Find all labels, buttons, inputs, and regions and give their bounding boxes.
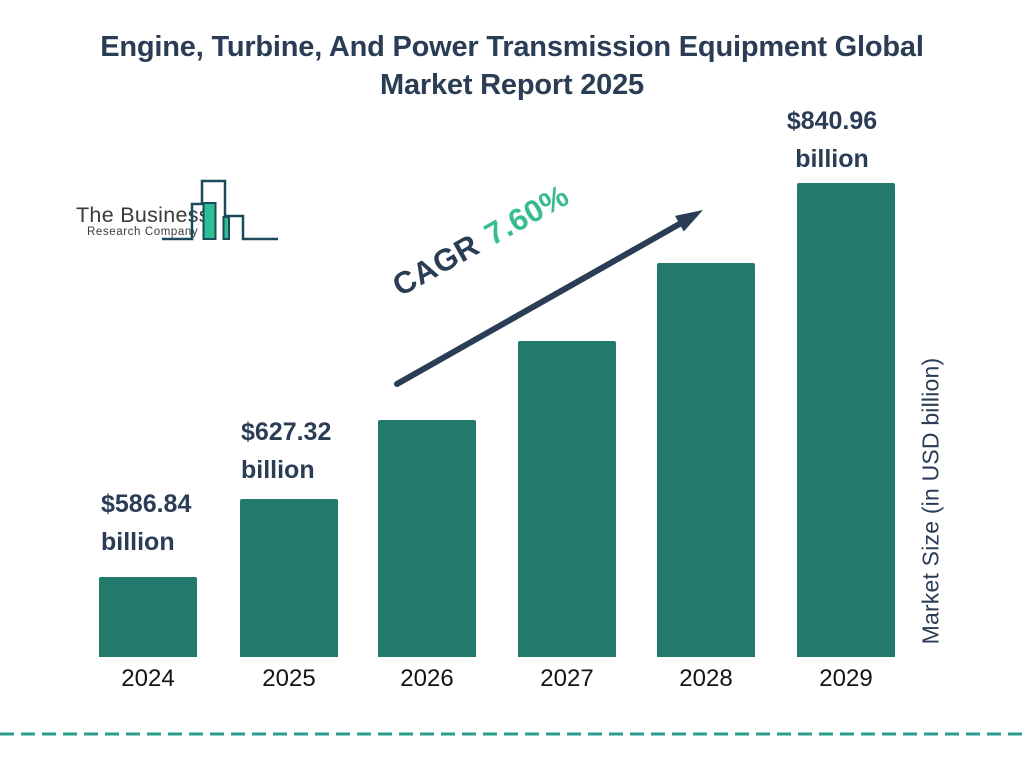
bar-2026 xyxy=(378,420,476,657)
value-label-unit: billion xyxy=(101,527,175,556)
page-title: Engine, Turbine, And Power Transmission … xyxy=(62,29,962,104)
logo-text-sub: Research Company xyxy=(87,226,199,238)
value-label-2024: $586.84 billion xyxy=(101,486,261,561)
page-title-line-2: Market Report 2025 xyxy=(380,68,644,101)
bar-2028 xyxy=(657,263,755,657)
logo-text-main: The Business xyxy=(76,203,210,227)
x-axis-label-2025: 2025 xyxy=(262,665,316,692)
x-axis-label-2027: 2027 xyxy=(540,665,594,692)
value-label-amount: $627.32 xyxy=(241,418,332,446)
x-axis-label-2026: 2026 xyxy=(400,665,454,692)
value-label-amount: $586.84 xyxy=(101,490,192,518)
page-title-line-1: Engine, Turbine, And Power Transmission … xyxy=(100,31,924,63)
x-axis-label-2029: 2029 xyxy=(819,665,873,692)
bar-2027 xyxy=(518,341,616,657)
logo-bars-icon xyxy=(162,179,278,241)
y-axis-label: Market Size (in USD billion) xyxy=(917,357,944,645)
x-axis-label-2028: 2028 xyxy=(679,665,733,692)
value-label-amount: $840.96 xyxy=(786,107,878,135)
bar-2024 xyxy=(99,577,197,657)
value-label-unit: billion xyxy=(795,144,869,173)
bar-2025 xyxy=(240,499,338,657)
value-label-2025: $627.32 billion xyxy=(241,414,401,489)
bar-2029 xyxy=(797,183,895,657)
value-label-unit: billion xyxy=(241,455,315,484)
value-label-2029: $840.96 billion xyxy=(750,103,914,178)
x-axis-label-2024: 2024 xyxy=(121,665,175,692)
